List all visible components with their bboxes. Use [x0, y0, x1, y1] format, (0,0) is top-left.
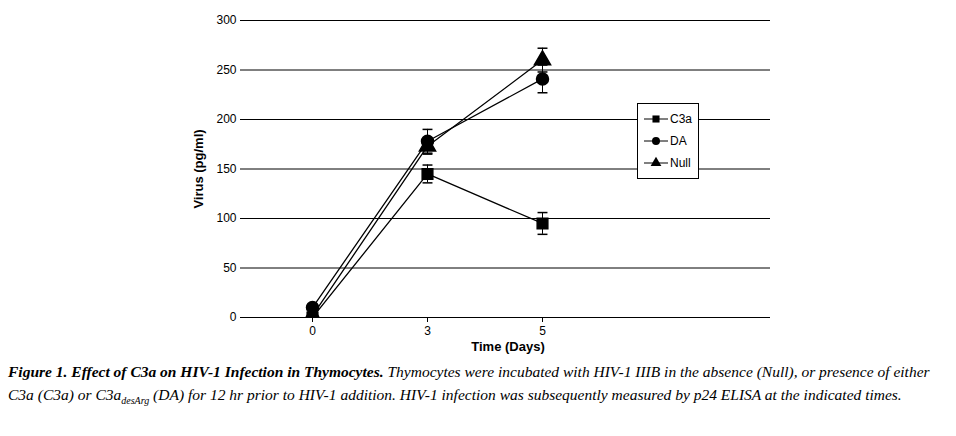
svg-text:5: 5 [539, 324, 546, 338]
svg-text:3: 3 [424, 324, 431, 338]
html-text:DA: DA [670, 134, 687, 148]
html-text:Figure 1. Effect of C3a on HIV: Figure 1. Effect of C3a on HIV-1 Infecti… [8, 363, 930, 407]
svg-text:0: 0 [230, 310, 237, 324]
html-text:Null: Null [670, 156, 691, 170]
svg-text:50: 50 [223, 261, 237, 275]
svg-text:100: 100 [216, 211, 236, 225]
svg-text:0: 0 [309, 324, 316, 338]
html-text:C3a: C3a [670, 112, 692, 126]
svg-text:250: 250 [216, 63, 236, 77]
svg-text:150: 150 [216, 162, 236, 176]
svg-text:300: 300 [216, 13, 236, 27]
svg-text:200: 200 [216, 112, 236, 126]
svg-text:Time (Days): Time (Days) [471, 339, 544, 354]
svg-text:Virus (pg/ml): Virus (pg/ml) [191, 129, 206, 208]
